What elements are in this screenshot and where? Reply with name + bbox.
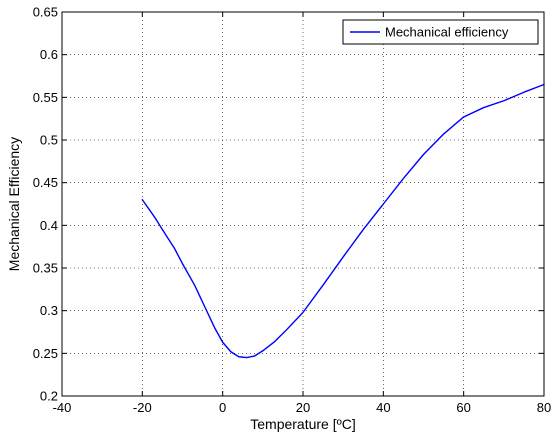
- x-axis-label: Temperature [ºC]: [250, 416, 356, 432]
- x-tick-label: -20: [133, 400, 152, 415]
- y-tick-label: 0.45: [33, 175, 58, 190]
- grid: [62, 12, 544, 396]
- y-tick-label: 0.5: [40, 133, 58, 148]
- y-tick-label: 0.4: [40, 218, 58, 233]
- x-tick-label: 60: [456, 400, 470, 415]
- y-tick-label: 0.6: [40, 47, 58, 62]
- x-tick-label: -40: [53, 400, 72, 415]
- y-tick-label: 0.55: [33, 90, 58, 105]
- x-tick-label: 40: [376, 400, 390, 415]
- legend: Mechanical efficiency: [342, 19, 539, 45]
- x-tick-label: 20: [296, 400, 310, 415]
- y-tick-label: 0.3: [40, 303, 58, 318]
- tick-labels: -40 -20 0 20 40 60 80 0.2 0.25 0.3 0.35 0.4 0.45 0.5 0…: [33, 5, 552, 416]
- y-tick-label: 0.65: [33, 5, 58, 20]
- y-axis-label: Mechanical Efficiency: [6, 137, 22, 271]
- x-tick-label: 80: [537, 400, 551, 415]
- legend-box: [342, 19, 539, 45]
- legend-entry-mechanical-efficiency: Mechanical efficiency: [385, 25, 509, 40]
- y-tick-label: 0.2: [40, 389, 58, 404]
- y-tick-label: 0.25: [33, 346, 58, 361]
- y-tick-label: 0.35: [33, 261, 58, 276]
- ticks: [61, 11, 545, 397]
- series-line-mechanical-efficiency: [141, 83, 545, 359]
- series-layer: [141, 83, 545, 359]
- x-tick-label: 0: [219, 400, 226, 415]
